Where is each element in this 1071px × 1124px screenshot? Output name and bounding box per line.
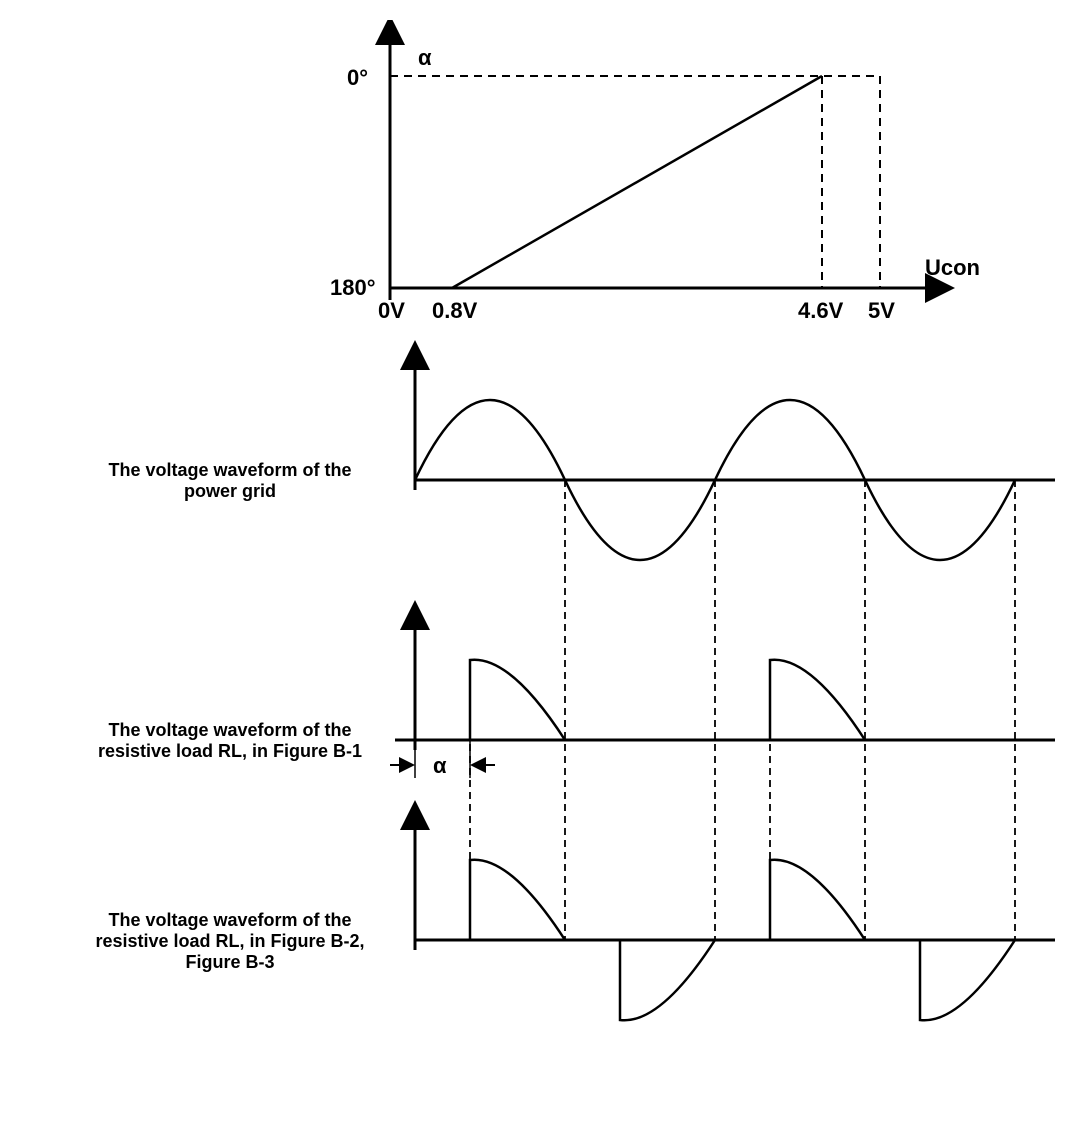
x-tick-0v: 0V <box>378 298 405 324</box>
rl1-pulse1 <box>470 660 565 740</box>
ucon-label: Ucon <box>925 255 980 281</box>
rl2-pos2 <box>770 860 865 940</box>
waveform-rl-b23 <box>415 830 1055 1020</box>
y-tick-0: 0° <box>347 65 368 91</box>
rl2-neg1 <box>620 940 715 1020</box>
alpha-dim-label: α <box>433 753 447 779</box>
diagram-container: α 0° 180° Ucon 0V 0.8V 4.6V 5V The volta… <box>20 20 1071 1104</box>
x-tick-5v: 5V <box>868 298 895 324</box>
alpha-axis-label: α <box>418 45 432 71</box>
rl2-neg2 <box>920 940 1015 1020</box>
alpha-line <box>452 76 822 288</box>
x-tick-08v: 0.8V <box>432 298 477 324</box>
waveform-rl-b1 <box>390 630 1055 778</box>
y-tick-180: 180° <box>330 275 376 301</box>
label-rl-b23: The voltage waveform of the resistive lo… <box>80 910 380 973</box>
label-grid-wave: The voltage waveform of the power grid <box>80 460 380 502</box>
rl1-pulse2 <box>770 660 865 740</box>
waveform-grid <box>415 370 1055 560</box>
label-rl-b1: The voltage waveform of the resistive lo… <box>80 720 380 762</box>
x-tick-46v: 4.6V <box>798 298 843 324</box>
chart-alpha-ucon <box>390 45 925 300</box>
rl2-pos1 <box>470 860 565 940</box>
